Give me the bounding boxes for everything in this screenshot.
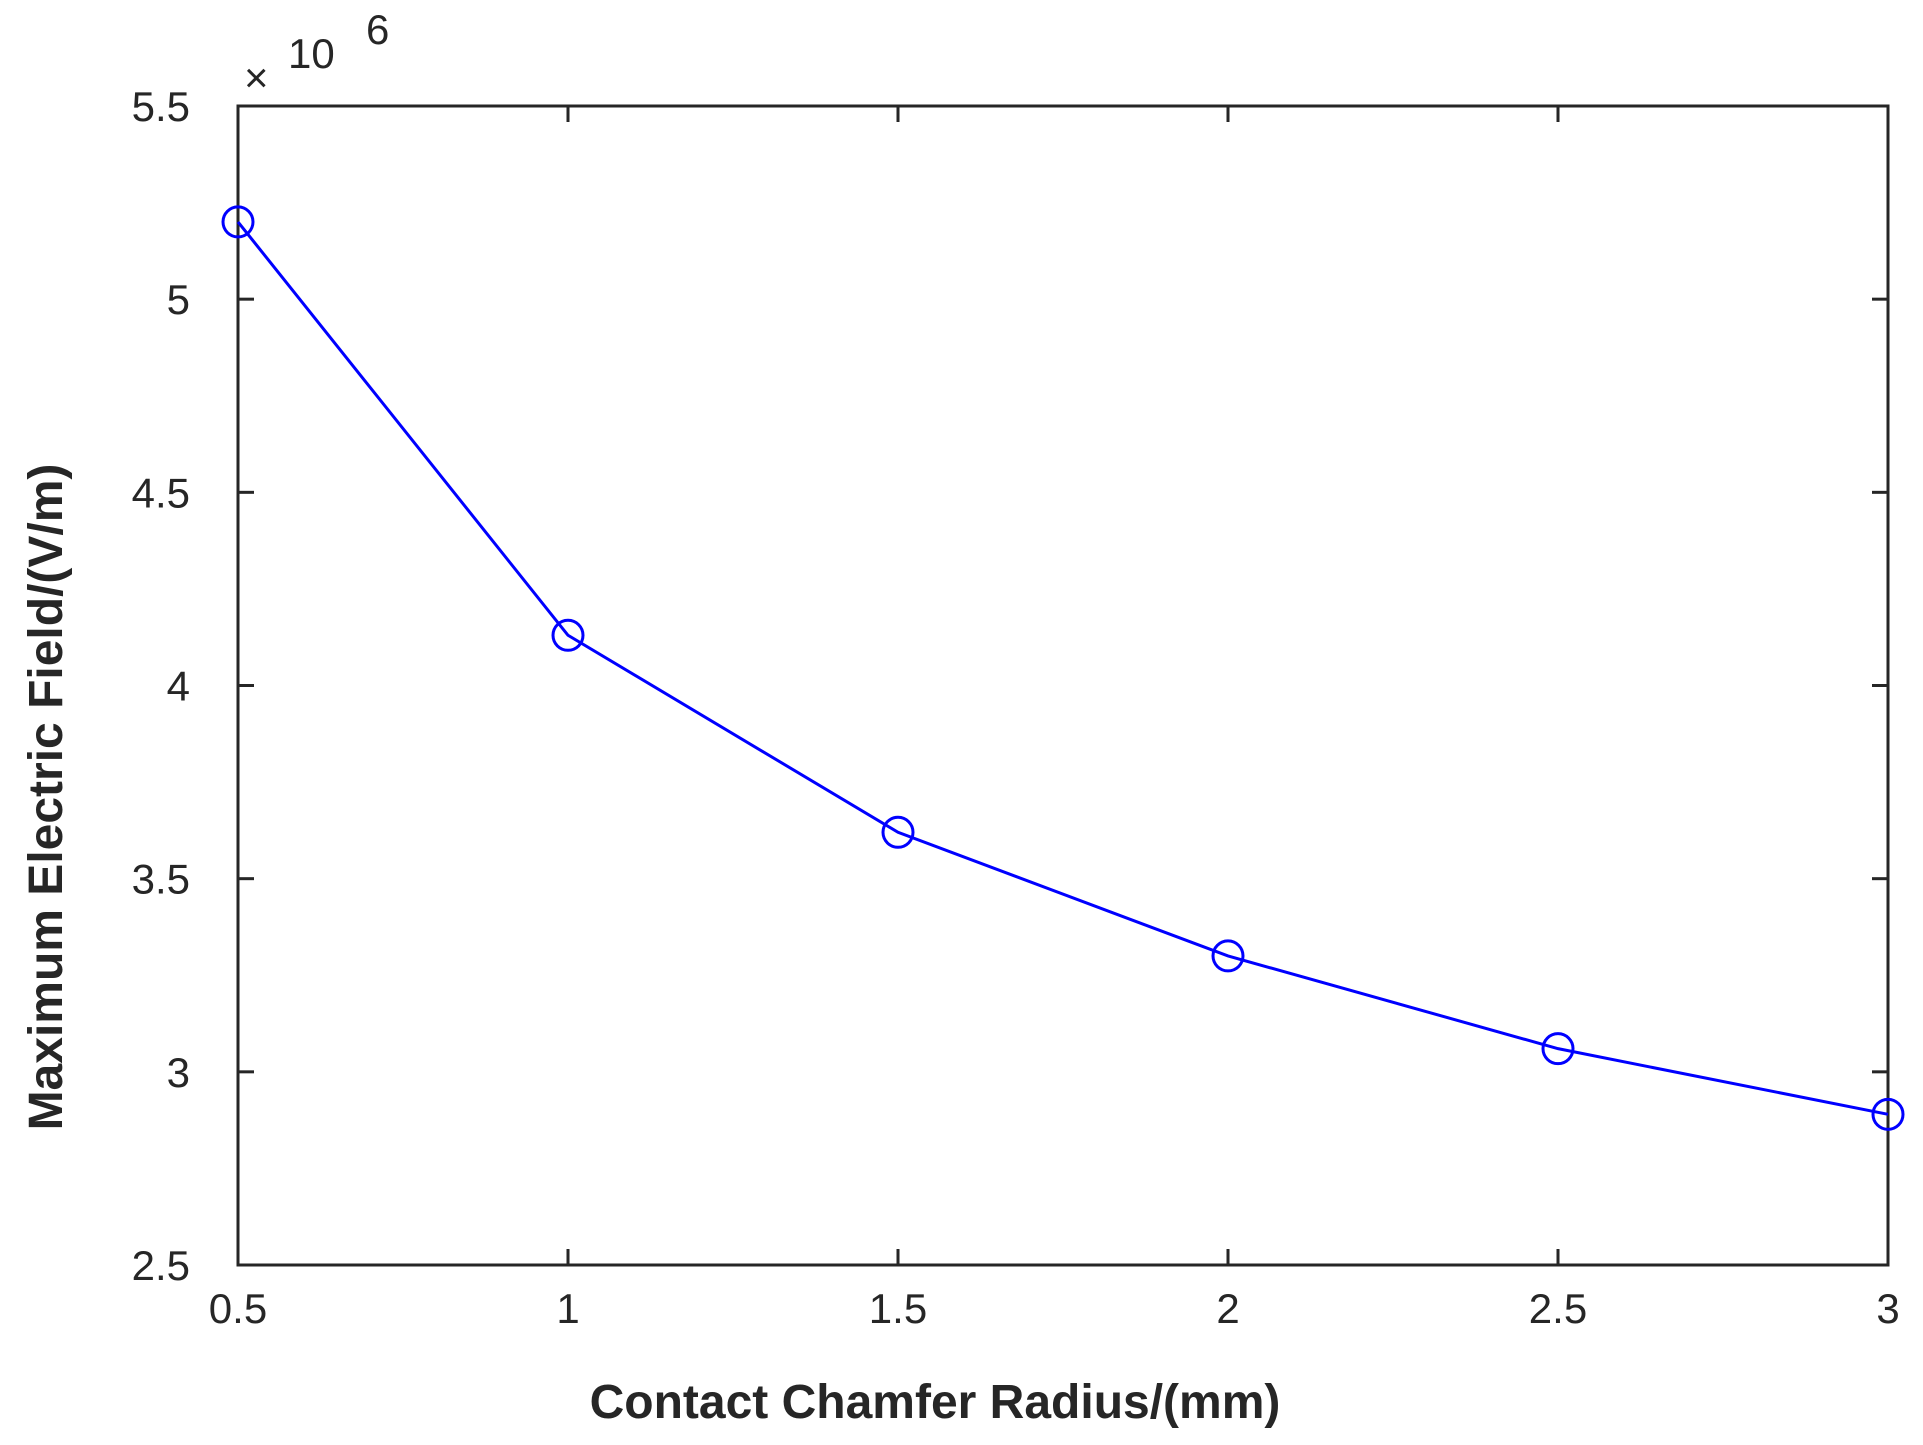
exponent-multiplier: × 10 6 bbox=[244, 6, 389, 101]
y-tick-label: 3.5 bbox=[132, 856, 190, 903]
data-point-marker bbox=[551, 618, 585, 652]
data-point-marker bbox=[221, 205, 255, 239]
data-point-marker bbox=[1871, 1097, 1905, 1131]
series-line bbox=[236, 220, 1889, 1116]
x-tick-labels: 0.5 1 1.5 2 2.5 3 bbox=[209, 1285, 1900, 1332]
y-tick-label: 5.5 bbox=[132, 83, 190, 130]
x-axis-title: Contact Chamfer Radius/(mm) bbox=[590, 1376, 1281, 1429]
x-tick-label: 2.5 bbox=[1529, 1285, 1587, 1332]
y-tick-labels: 2.5 3 3.5 4 4.5 5 5.5 bbox=[132, 83, 190, 1289]
exponent-base: 10 bbox=[288, 30, 335, 77]
data-point-marker bbox=[1211, 939, 1245, 973]
y-tick-label: 4 bbox=[167, 663, 190, 710]
y-tick-label: 5 bbox=[167, 276, 190, 323]
x-tick-label: 2 bbox=[1216, 1285, 1239, 1332]
plot-area-frame bbox=[236, 104, 1890, 1267]
y-axis-title: Maximum Electric Field/(V/m) bbox=[20, 464, 73, 1131]
x-tick-label: 3 bbox=[1876, 1285, 1899, 1332]
exponent-power: 6 bbox=[366, 6, 389, 53]
y-tick-label: 2.5 bbox=[132, 1242, 190, 1289]
exponent-times-sign: × bbox=[244, 54, 269, 101]
x-tick-label: 1 bbox=[556, 1285, 579, 1332]
x-tick-label: 1.5 bbox=[869, 1285, 927, 1332]
y-tick-label: 4.5 bbox=[132, 469, 190, 516]
series-layer bbox=[221, 205, 1905, 1131]
data-point-marker bbox=[881, 815, 915, 849]
data-point-marker bbox=[1541, 1032, 1575, 1066]
y-tick-label: 3 bbox=[167, 1049, 190, 1096]
x-tick-label: 0.5 bbox=[209, 1285, 267, 1332]
